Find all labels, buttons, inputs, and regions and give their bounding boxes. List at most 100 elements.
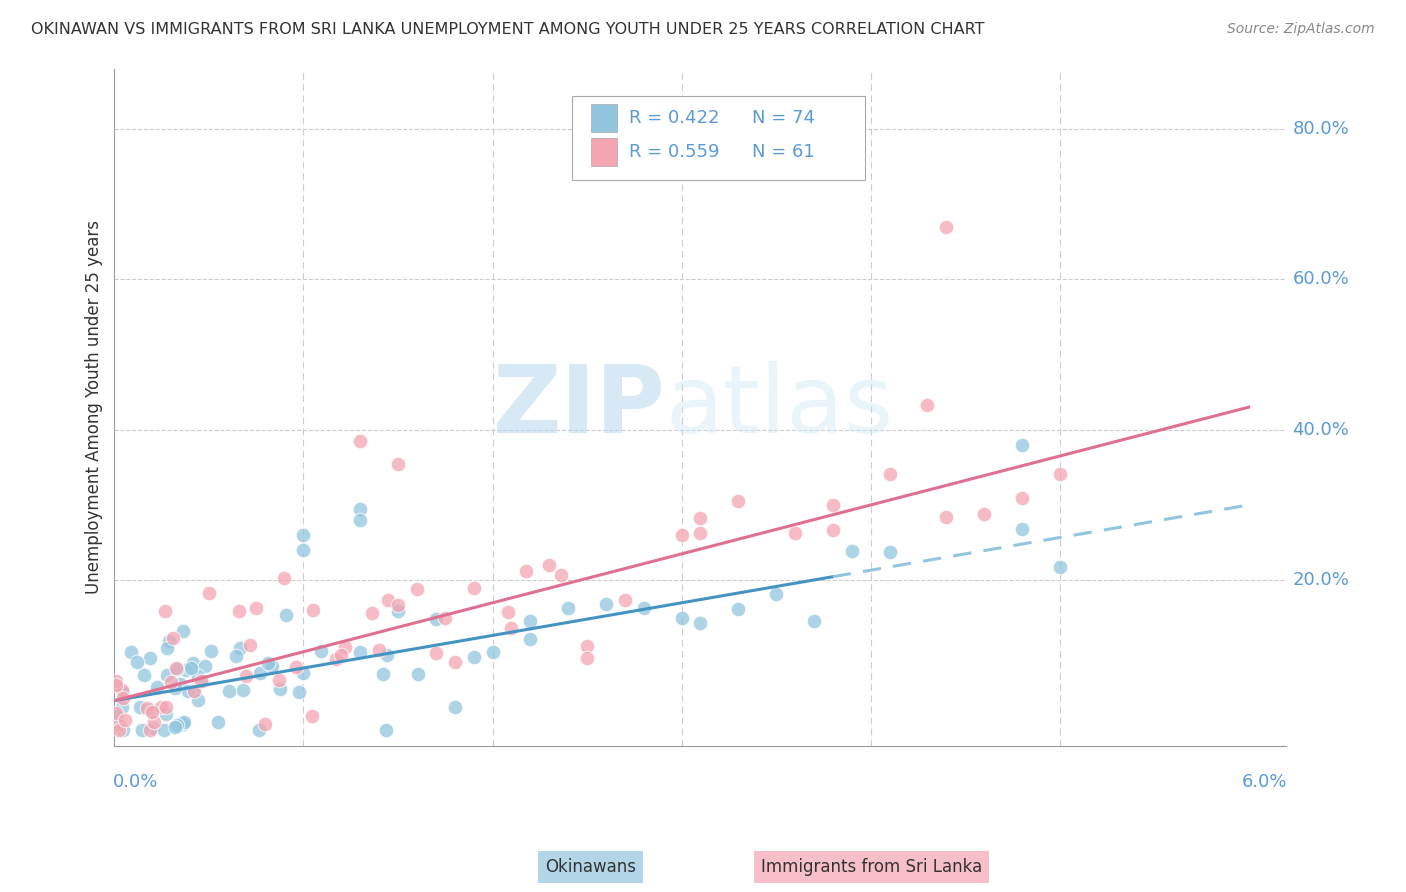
Point	[371, 667, 394, 681]
Point	[139, 650, 162, 665]
Point	[132, 668, 155, 682]
Point	[245, 601, 267, 615]
Point	[114, 713, 136, 727]
Point	[146, 680, 169, 694]
Point	[256, 656, 278, 670]
Point	[375, 723, 398, 737]
Point	[301, 709, 323, 723]
Point	[879, 545, 901, 559]
Point	[935, 510, 957, 524]
Text: N = 61: N = 61	[752, 143, 814, 161]
Point	[360, 606, 382, 620]
Point	[406, 667, 429, 681]
Point	[671, 611, 693, 625]
Point	[498, 605, 520, 619]
Point	[129, 700, 152, 714]
Point	[443, 655, 465, 669]
Point	[349, 501, 371, 516]
Point	[225, 648, 247, 663]
Point	[841, 543, 863, 558]
Point	[156, 667, 179, 681]
Point	[935, 219, 957, 234]
Point	[576, 639, 599, 653]
Point	[1049, 560, 1071, 574]
Point	[139, 723, 162, 737]
Point	[131, 723, 153, 737]
Point	[273, 572, 295, 586]
Point	[387, 457, 409, 471]
Point	[157, 634, 180, 648]
Point	[194, 659, 217, 673]
Point	[165, 661, 187, 675]
Point	[177, 684, 200, 698]
Point	[689, 525, 711, 540]
Point	[150, 700, 173, 714]
Point	[633, 601, 655, 615]
Point	[112, 685, 135, 699]
Point	[120, 645, 142, 659]
Point	[249, 666, 271, 681]
Point	[228, 604, 250, 618]
Point	[247, 723, 270, 737]
Text: OKINAWAN VS IMMIGRANTS FROM SRI LANKA UNEMPLOYMENT AMONG YOUTH UNDER 25 YEARS CO: OKINAWAN VS IMMIGRANTS FROM SRI LANKA UN…	[31, 22, 984, 37]
Point	[181, 683, 204, 698]
Point	[515, 564, 537, 578]
Point	[254, 717, 277, 731]
Text: Immigrants from Sri Lanka: Immigrants from Sri Lanka	[761, 858, 983, 876]
Point	[105, 674, 128, 689]
Point	[155, 604, 177, 618]
Point	[136, 700, 159, 714]
Point	[108, 718, 131, 732]
FancyBboxPatch shape	[592, 137, 617, 166]
Point	[917, 398, 939, 412]
Point	[125, 655, 148, 669]
Point	[349, 513, 371, 527]
Point	[156, 641, 179, 656]
Point	[302, 603, 325, 617]
Point	[333, 640, 356, 654]
Point	[142, 721, 165, 735]
Point	[821, 524, 844, 538]
Text: 80.0%: 80.0%	[1292, 120, 1350, 137]
Point	[406, 582, 429, 596]
Point	[111, 682, 134, 697]
Point	[689, 615, 711, 630]
Point	[139, 703, 162, 717]
Point	[765, 587, 787, 601]
Point	[613, 593, 636, 607]
Point	[172, 624, 194, 639]
Text: N = 74: N = 74	[752, 109, 815, 127]
Text: 6.0%: 6.0%	[1241, 772, 1288, 791]
Point	[174, 663, 197, 677]
Text: 0.0%: 0.0%	[114, 772, 159, 791]
Point	[375, 648, 398, 662]
Point	[166, 662, 188, 676]
Point	[166, 718, 188, 732]
Point	[519, 614, 541, 628]
Point	[879, 467, 901, 481]
Point	[1049, 467, 1071, 482]
Point	[107, 723, 129, 737]
Text: ZIP: ZIP	[492, 361, 665, 453]
Point	[180, 661, 202, 675]
Point	[377, 593, 399, 607]
Text: Source: ZipAtlas.com: Source: ZipAtlas.com	[1227, 22, 1375, 37]
Text: atlas: atlas	[665, 361, 894, 453]
Point	[163, 681, 186, 696]
Point	[727, 494, 749, 508]
Point	[183, 684, 205, 698]
Point	[207, 715, 229, 730]
Point	[190, 673, 212, 688]
Point	[169, 677, 191, 691]
Point	[821, 498, 844, 512]
Text: 60.0%: 60.0%	[1292, 270, 1350, 288]
FancyBboxPatch shape	[592, 103, 617, 132]
Point	[197, 586, 219, 600]
Point	[105, 708, 128, 723]
Point	[595, 598, 617, 612]
Point	[112, 691, 135, 706]
Point	[519, 632, 541, 647]
Point	[218, 684, 240, 698]
Point	[105, 678, 128, 692]
Text: 20.0%: 20.0%	[1292, 571, 1350, 590]
